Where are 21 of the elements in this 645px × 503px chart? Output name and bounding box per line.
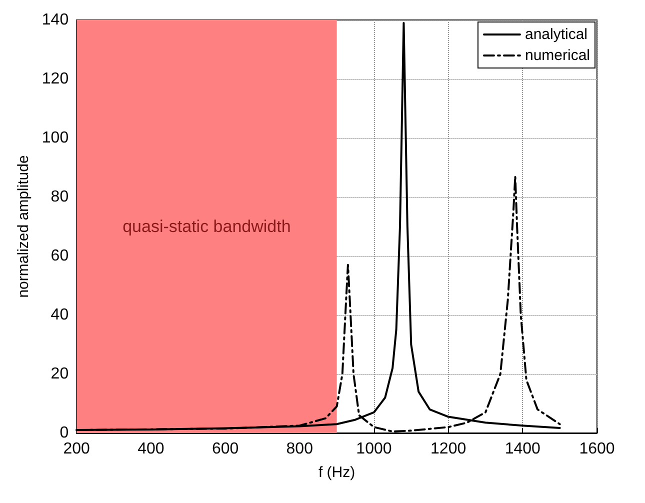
y-tick-label: 60	[50, 248, 69, 264]
x-tick-label: 1600	[579, 440, 615, 458]
x-axis-title: f (Hz)	[318, 464, 356, 481]
y-axis-title: normalized amplitude	[15, 155, 32, 298]
band-label: quasi-static bandwidth	[122, 217, 291, 236]
y-tick-label: 0	[60, 424, 69, 442]
y-tick-label: 120	[42, 70, 69, 88]
legend-label: analytical	[524, 26, 588, 43]
x-tick-label: 400	[138, 440, 164, 458]
x-tick-label: 600	[212, 440, 239, 458]
y-tick-label: 20	[50, 366, 69, 382]
x-tick-label: 800	[286, 440, 314, 458]
x-tick-label: 200	[63, 440, 90, 458]
y-tick-label: 80	[50, 188, 69, 206]
y-tick-label: 40	[50, 306, 69, 324]
y-tick-label: 140	[42, 12, 69, 28]
x-tick-label: 1000	[356, 440, 392, 458]
x-tick-label: 1400	[504, 440, 541, 458]
x-tick-label: 1200	[430, 440, 466, 458]
y-tick-label: 100	[42, 130, 69, 146]
legend-label: numerical	[524, 47, 590, 64]
